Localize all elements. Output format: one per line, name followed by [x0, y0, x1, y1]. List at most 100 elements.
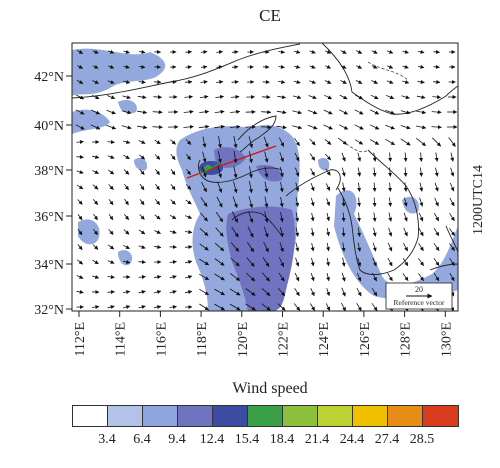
wind-vector [107, 140, 115, 144]
wind-vector [248, 151, 253, 164]
wind-vector [295, 182, 300, 192]
wind-vector [356, 50, 363, 54]
wind-vector [309, 49, 316, 54]
wind-vector [216, 80, 224, 85]
wind-vector [372, 242, 377, 252]
wind-vector [137, 125, 148, 130]
wind-vector [388, 167, 393, 177]
wind-vector [262, 272, 270, 282]
wind-vector [91, 94, 100, 100]
wind-vector [339, 94, 348, 100]
wind-vector [434, 197, 439, 207]
reference-vector-label: Reference vector [393, 298, 445, 307]
wind-vector [276, 110, 287, 115]
wind-vector [123, 80, 131, 84]
lat-label: 38°N [34, 164, 64, 179]
wind-vector [264, 196, 269, 208]
wind-vector [138, 275, 146, 279]
wind-vector [76, 154, 84, 159]
wind-vector [169, 290, 177, 294]
wind-vector [123, 154, 130, 160]
wind-vector [354, 109, 364, 115]
wind-vector [92, 184, 99, 190]
wind-vector [433, 49, 440, 54]
wind-vector [419, 197, 424, 207]
wind-vector [308, 95, 317, 100]
wind-vector [263, 226, 269, 238]
wind-vector [216, 65, 223, 70]
wind-vector [185, 184, 192, 190]
wind-vector [123, 49, 130, 54]
wind-vector [92, 170, 99, 174]
wind-vector [417, 80, 425, 84]
wind-vector [170, 154, 176, 161]
lat-label: 40°N [34, 119, 64, 134]
wind-vector [369, 124, 380, 130]
wind-vector [107, 275, 115, 279]
wind-vector [137, 95, 147, 100]
wind-vector [295, 167, 300, 177]
wind-vector [214, 288, 225, 296]
wind-vector [245, 288, 256, 296]
reference-vector-box: 20 Reference vector [385, 282, 453, 310]
wind-vector [294, 137, 300, 147]
wind-vector [416, 125, 427, 130]
wind-vector [277, 95, 286, 100]
wind-vector [325, 64, 332, 69]
wind-vector [292, 125, 303, 130]
wind-vector [279, 227, 284, 238]
wind-vector [341, 167, 346, 177]
wind-vector [341, 257, 346, 267]
wind-vector [245, 303, 256, 311]
lon-label: 114°E [114, 322, 129, 357]
wind-vector [370, 109, 380, 115]
wind-vector [263, 136, 269, 148]
wind-vector [138, 49, 146, 54]
wind-vector [325, 49, 332, 54]
wind-vector [152, 125, 163, 130]
wind-vector [341, 227, 346, 237]
wind-vector [323, 124, 333, 130]
wind-vector [400, 110, 411, 115]
wind-vector [279, 182, 284, 193]
wind-vector [357, 152, 362, 162]
wind-vector [325, 153, 331, 161]
wind-vector [292, 95, 302, 100]
wind-vector [77, 244, 83, 251]
wind-vector [309, 153, 316, 161]
wind-vector [106, 124, 117, 130]
wind-vector [185, 290, 193, 294]
lon-label: 126°E [358, 322, 373, 357]
wind-vector [139, 214, 145, 220]
wind-vector [416, 110, 427, 115]
colorbar-segment [213, 406, 248, 426]
wind-vector [153, 95, 162, 100]
colorbar-tick-label: 12.4 [199, 432, 225, 447]
wind-vector [325, 183, 331, 191]
colorbar-segment [108, 406, 143, 426]
colorbar-segment [73, 406, 108, 426]
wind-vector [372, 152, 377, 162]
wind-vector [387, 64, 394, 69]
wind-vector [92, 244, 99, 250]
wind-vector [122, 305, 131, 309]
wind-vector [92, 259, 99, 265]
wind-vector [200, 65, 208, 70]
lon-label: 128°E [399, 322, 414, 357]
wind-vector [107, 155, 115, 159]
wind-vector [448, 137, 456, 147]
wind-vector [122, 260, 131, 264]
wind-vector [124, 183, 129, 191]
wind-vector [107, 290, 115, 295]
wind-vector [248, 196, 254, 209]
wind-vector [388, 212, 393, 222]
wind-vector [279, 212, 284, 223]
wind-vector [388, 197, 393, 207]
wind-vector [403, 227, 408, 237]
wind-vector [402, 80, 410, 84]
wind-vector [108, 184, 114, 190]
wind-vector [233, 151, 238, 164]
wind-vector [416, 95, 426, 100]
wind-vector [357, 212, 362, 222]
wind-vector [106, 109, 116, 115]
